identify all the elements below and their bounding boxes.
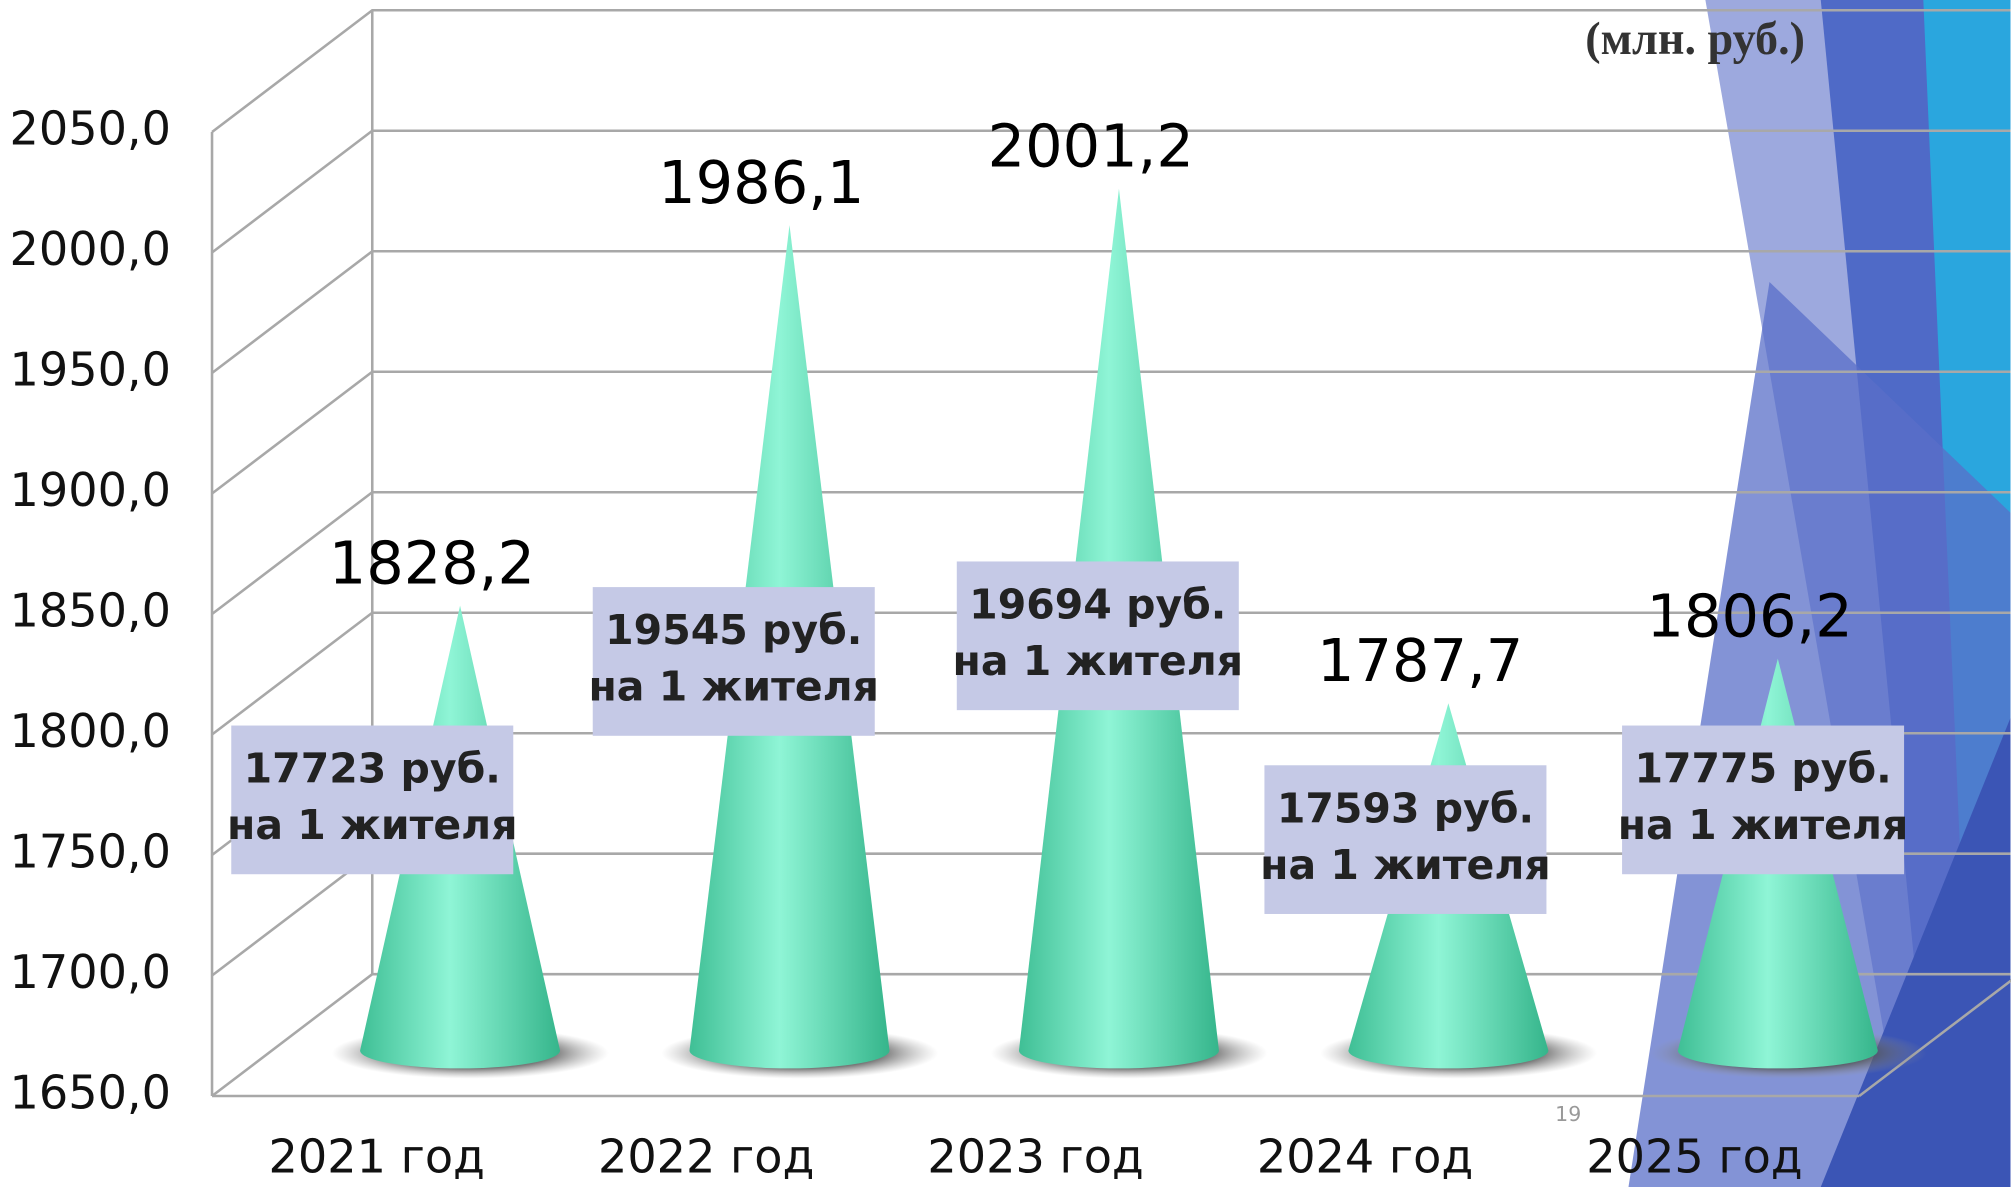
y-tick-label: 1950,0 — [10, 343, 171, 397]
value-label: 1828,2 — [329, 528, 535, 597]
annotation: на 1 жителя — [1260, 841, 1551, 889]
annotation: 17775 руб. — [1634, 745, 1891, 793]
annotation: на 1 жителя — [227, 801, 518, 849]
x-tick-label: 2024 год — [1257, 1130, 1473, 1184]
wall-edge — [1858, 979, 2011, 1098]
y-tick-label: 1800,0 — [10, 704, 171, 758]
annotation-box — [1264, 765, 1547, 914]
annotation: на 1 жителя — [588, 663, 879, 711]
annotation: 19545 руб. — [605, 606, 862, 654]
annotation-box — [1622, 725, 1905, 875]
y-tick-label: 1650,0 — [10, 1065, 171, 1119]
grid-line — [211, 249, 2011, 375]
y-tick-label: 1700,0 — [10, 945, 171, 999]
annotation-box — [956, 561, 1239, 711]
y-tick-label: 2050,0 — [10, 102, 171, 156]
grid-line — [211, 611, 2011, 736]
y-tick-label: 1750,0 — [10, 824, 171, 878]
value-label: 2001,2 — [988, 111, 1194, 180]
value-label: 1986,1 — [658, 148, 864, 217]
marks: 2021 год 1828,2 17723 руб. на 1 жителя 2022 … — [227, 111, 1927, 1184]
grid-line — [211, 129, 2011, 254]
annotation-box — [231, 725, 514, 875]
value-label: 1787,7 — [1317, 626, 1523, 695]
unit-label: (млн. руб.) — [1585, 13, 1805, 64]
annotation: 19694 руб. — [969, 581, 1226, 629]
grid-line — [211, 490, 2011, 616]
y-tick-label: 2000,0 — [10, 222, 171, 276]
annotation: 17593 руб. — [1277, 784, 1534, 832]
x-tick-label: 2022 год — [598, 1130, 814, 1184]
y-tick-label: 1900,0 — [10, 463, 171, 517]
y-tick-label: 1850,0 — [10, 584, 171, 638]
grid-line — [211, 8, 2011, 134]
page-number: 19 — [1555, 1102, 1581, 1126]
x-tick-label: 2025 год — [1586, 1130, 1802, 1184]
x-tick-label: 2021 год — [269, 1130, 485, 1184]
x-tick-label: 2023 год — [927, 1130, 1143, 1184]
grid-line — [211, 370, 2011, 495]
annotation-box — [592, 587, 875, 736]
value-label: 1806,2 — [1646, 581, 1852, 650]
annotation: 17723 руб. — [244, 745, 501, 793]
annotation: на 1 жителя — [953, 637, 1244, 685]
annotation: на 1 жителя — [1618, 801, 1909, 849]
